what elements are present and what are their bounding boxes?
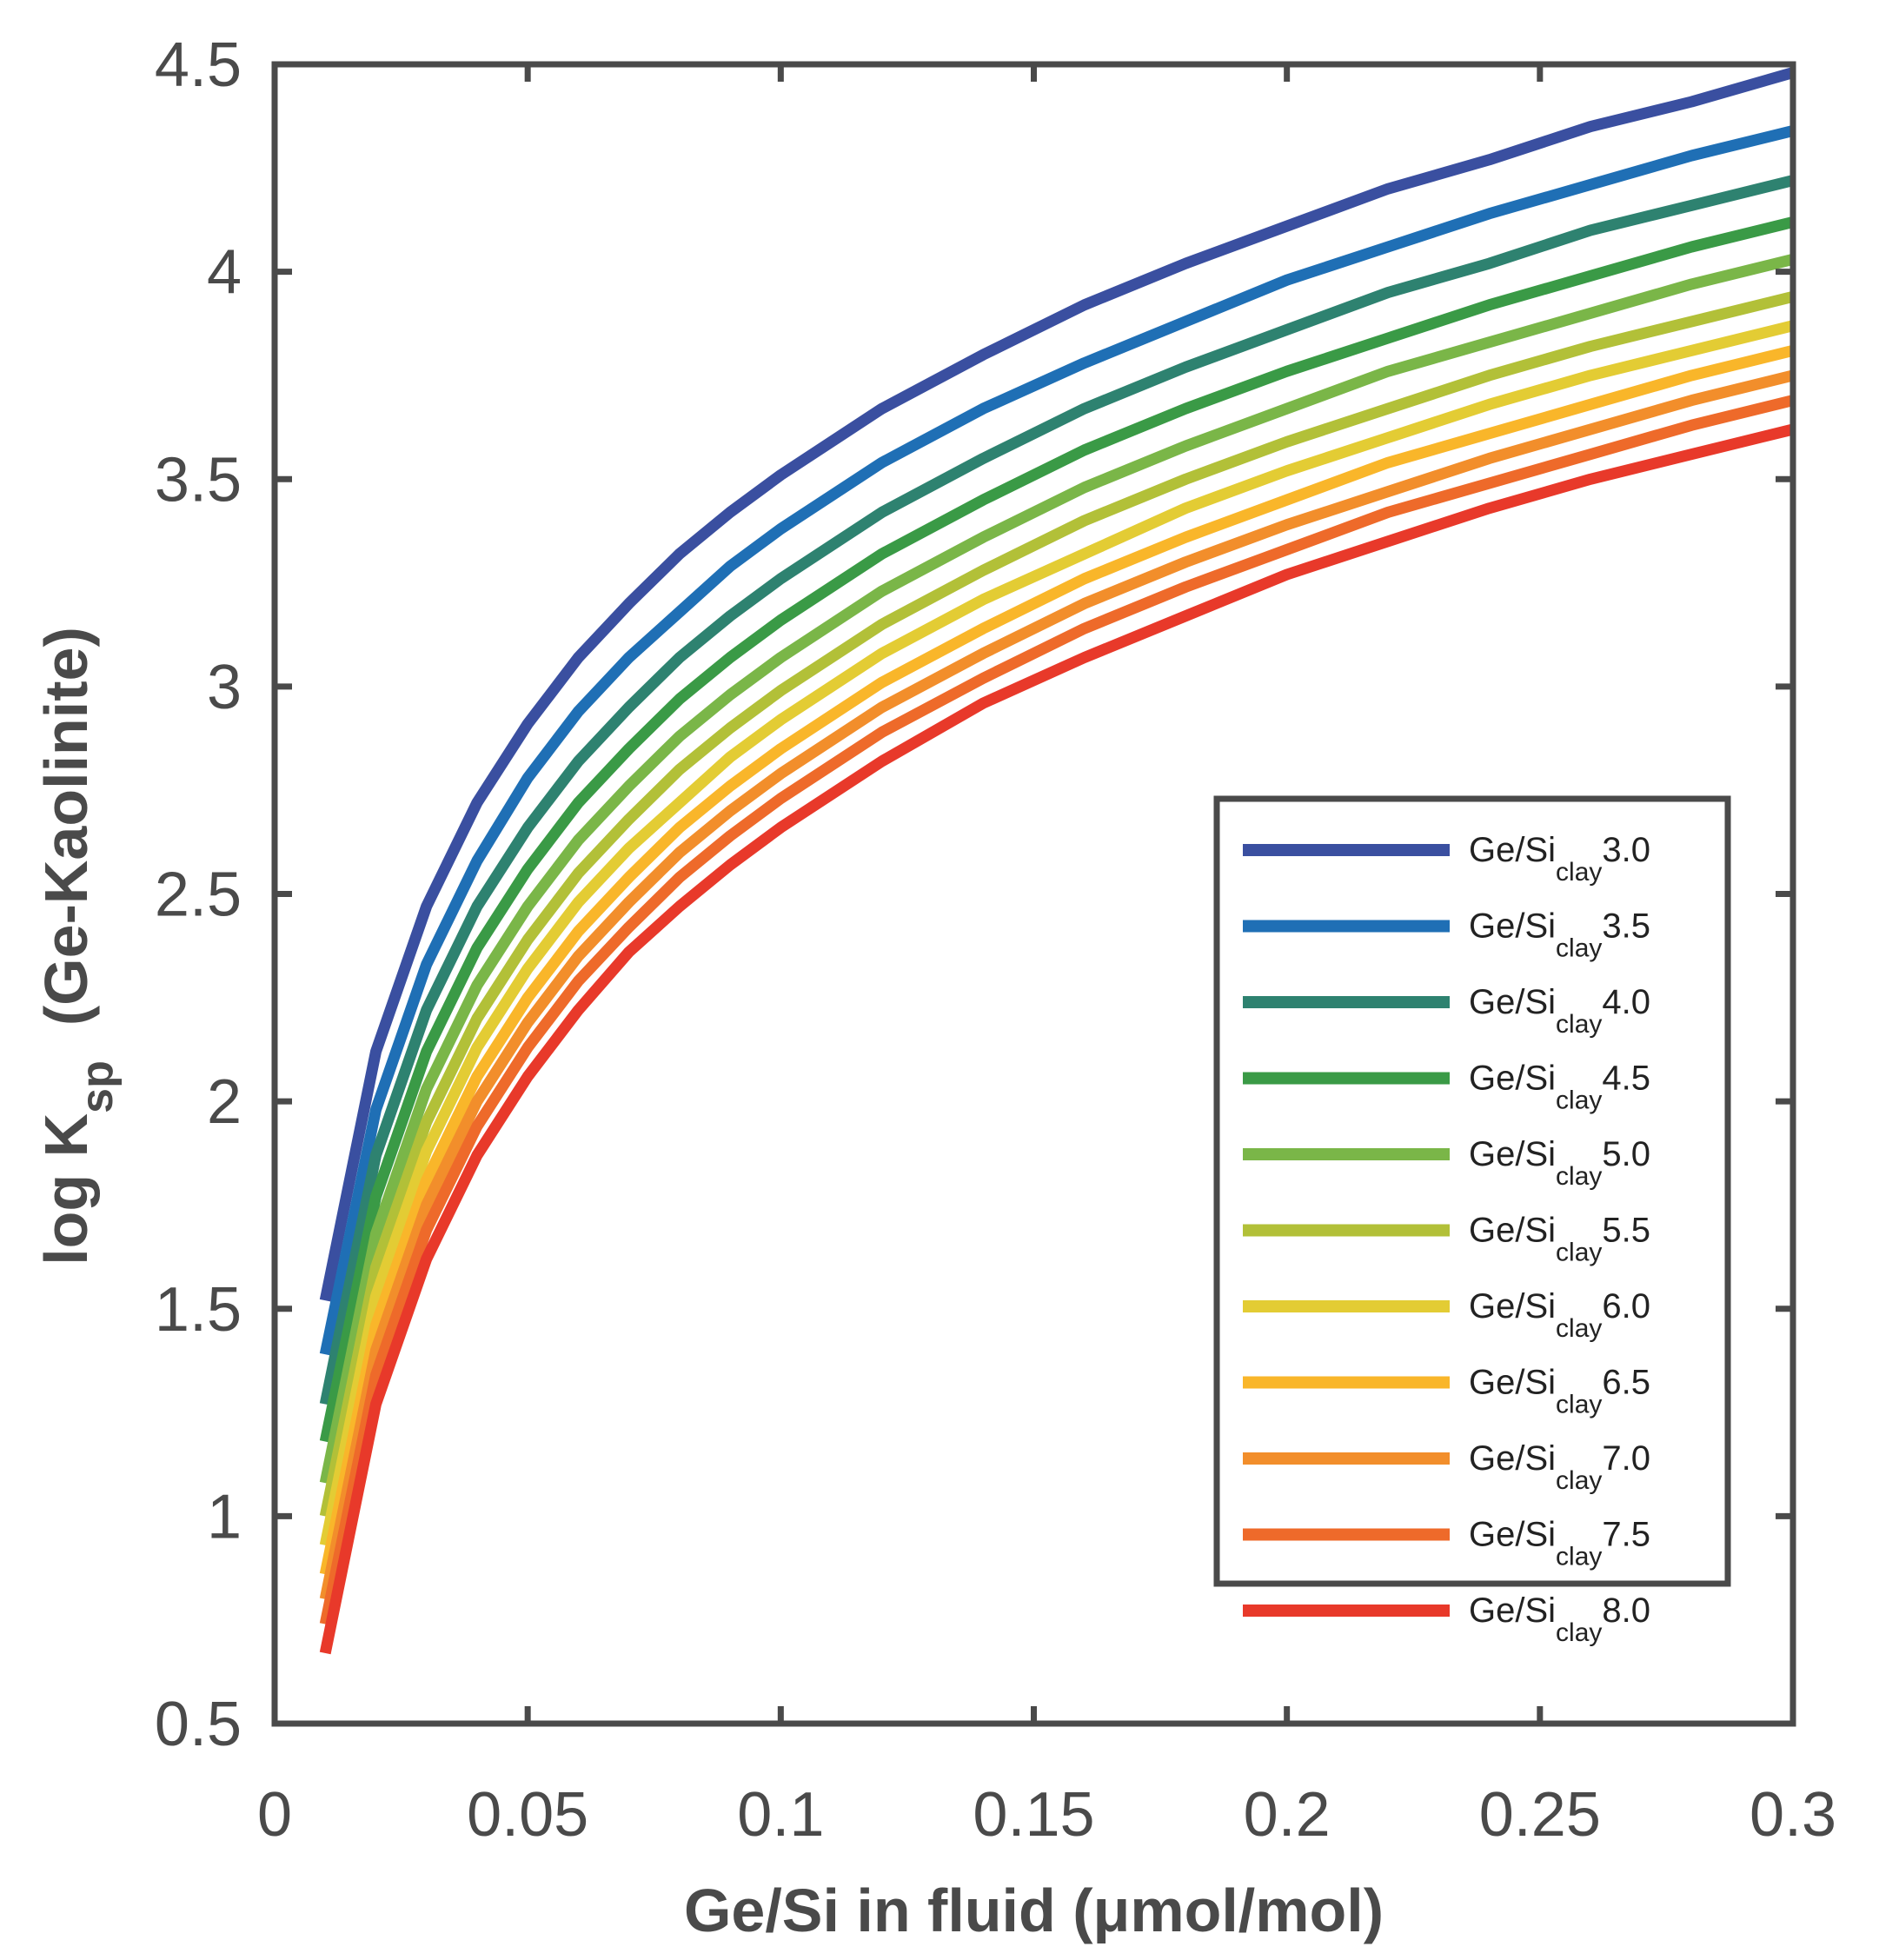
legend-label-value: 6.0 <box>1602 1287 1650 1325</box>
series-line-7 <box>319 320 1795 1547</box>
legend-label-1: Ge/Siclay3.0 <box>1469 831 1650 887</box>
legend-label-subscript: clay <box>1556 1314 1602 1343</box>
y-tick-label: 3.5 <box>155 445 242 515</box>
legend-label-value: 7.5 <box>1602 1516 1650 1554</box>
legend-label-8: Ge/Siclay6.5 <box>1469 1364 1650 1419</box>
series-line-9 <box>319 369 1795 1601</box>
legend-label-value: 4.0 <box>1602 983 1650 1021</box>
x-tick-label: 0.3 <box>1750 1780 1836 1850</box>
y-axis-title-prefix: log K <box>32 1113 100 1266</box>
y-axis-title-subscript: sp <box>72 1060 123 1113</box>
series-line-1 <box>319 67 1795 1302</box>
series-line-10 <box>319 395 1795 1625</box>
y-tick-label: 1.5 <box>155 1275 242 1345</box>
legend-label-subscript: clay <box>1556 1010 1602 1039</box>
x-tick-label: 0.25 <box>1479 1780 1601 1850</box>
legend-label-subscript: clay <box>1556 1391 1602 1419</box>
legend-label-value: 4.5 <box>1602 1060 1650 1098</box>
y-tick-label: 2 <box>207 1067 242 1137</box>
y-tick-label: 0.5 <box>155 1690 242 1759</box>
series-line-5 <box>319 253 1795 1485</box>
series-line-4 <box>319 216 1795 1443</box>
y-tick-label: 4 <box>207 238 242 308</box>
legend-label-value: 3.0 <box>1602 831 1650 869</box>
legend-label-subscript: clay <box>1556 1466 1602 1495</box>
x-tick-label: 0.15 <box>973 1780 1094 1850</box>
y-axis-title: log Ksp (Ge-Kaolinite) <box>32 627 123 1266</box>
legend-label-main: Ge/Si <box>1469 1135 1556 1173</box>
legend-label-main: Ge/Si <box>1469 1516 1556 1554</box>
y-tick-label: 1 <box>207 1482 242 1551</box>
legend-label-7: Ge/Siclay6.0 <box>1469 1287 1650 1343</box>
legend-label-subscript: clay <box>1556 1162 1602 1191</box>
y-tick-label: 2.5 <box>155 860 242 930</box>
legend-label-subscript: clay <box>1556 858 1602 887</box>
legend-label-subscript: clay <box>1556 1543 1602 1571</box>
series-line-3 <box>319 175 1795 1405</box>
legend-label-main: Ge/Si <box>1469 1591 1556 1630</box>
x-axis-title: Ge/Si in fluid (μmol/mol) <box>684 1877 1384 1944</box>
x-tick-label: 0 <box>257 1780 292 1850</box>
legend-label-value: 6.5 <box>1602 1364 1650 1402</box>
x-tick-label: 0.05 <box>467 1780 588 1850</box>
legend-label-value: 5.0 <box>1602 1135 1650 1173</box>
x-tick-label: 0.1 <box>737 1780 824 1850</box>
tick-labels-layer: 0 0.05 0.1 0.15 0.2 0.25 0.3 0.5 1 1.5 2 2.5 3 3.5 4 4.… <box>155 30 1836 1850</box>
legend-entries: Ge/Siclay3.0Ge/Siclay3.5Ge/Siclay4.0Ge/S… <box>1243 831 1650 1647</box>
legend-label-main: Ge/Si <box>1469 1439 1556 1478</box>
legend-label-subscript: clay <box>1556 1086 1602 1115</box>
y-tick-label: 4.5 <box>155 30 242 100</box>
series-line-6 <box>319 290 1795 1518</box>
legend-label-main: Ge/Si <box>1469 1287 1556 1325</box>
legend-label-main: Ge/Si <box>1469 983 1556 1021</box>
legend-label-6: Ge/Siclay5.5 <box>1469 1212 1650 1267</box>
legend-label-subscript: clay <box>1556 1239 1602 1267</box>
legend-label-5: Ge/Siclay5.0 <box>1469 1135 1650 1191</box>
legend-label-main: Ge/Si <box>1469 907 1556 946</box>
ticks-layer <box>271 61 1796 1727</box>
legend-label-value: 3.5 <box>1602 907 1650 946</box>
x-tick-label: 0.2 <box>1244 1780 1331 1850</box>
series-line-8 <box>319 344 1795 1576</box>
legend-label-9: Ge/Siclay7.0 <box>1469 1439 1650 1495</box>
legend-label-4: Ge/Siclay4.5 <box>1469 1060 1650 1115</box>
series-layer <box>319 67 1795 1655</box>
legend-label-main: Ge/Si <box>1469 831 1556 869</box>
legend-label-value: 7.0 <box>1602 1439 1650 1478</box>
legend-label-subscript: clay <box>1556 1618 1602 1647</box>
legend-label-main: Ge/Si <box>1469 1364 1556 1402</box>
legend-label-10: Ge/Siclay7.5 <box>1469 1516 1650 1571</box>
legend-label-11: Ge/Siclay8.0 <box>1469 1591 1650 1647</box>
legend-label-value: 5.5 <box>1602 1212 1650 1250</box>
series-line-2 <box>319 125 1795 1356</box>
legend-label-value: 8.0 <box>1602 1591 1650 1630</box>
series-line-11 <box>319 423 1795 1655</box>
y-axis-title-suffix: (Ge-Kaolinite) <box>32 627 100 1026</box>
y-tick-label: 3 <box>207 653 242 722</box>
legend-label-subscript: clay <box>1556 934 1602 963</box>
legend: Ge/Siclay3.0Ge/Siclay3.5Ge/Siclay4.0Ge/S… <box>1213 795 1731 1647</box>
legend-label-2: Ge/Siclay3.5 <box>1469 907 1650 963</box>
legend-label-main: Ge/Si <box>1469 1212 1556 1250</box>
legend-label-3: Ge/Siclay4.0 <box>1469 983 1650 1039</box>
legend-label-main: Ge/Si <box>1469 1060 1556 1098</box>
